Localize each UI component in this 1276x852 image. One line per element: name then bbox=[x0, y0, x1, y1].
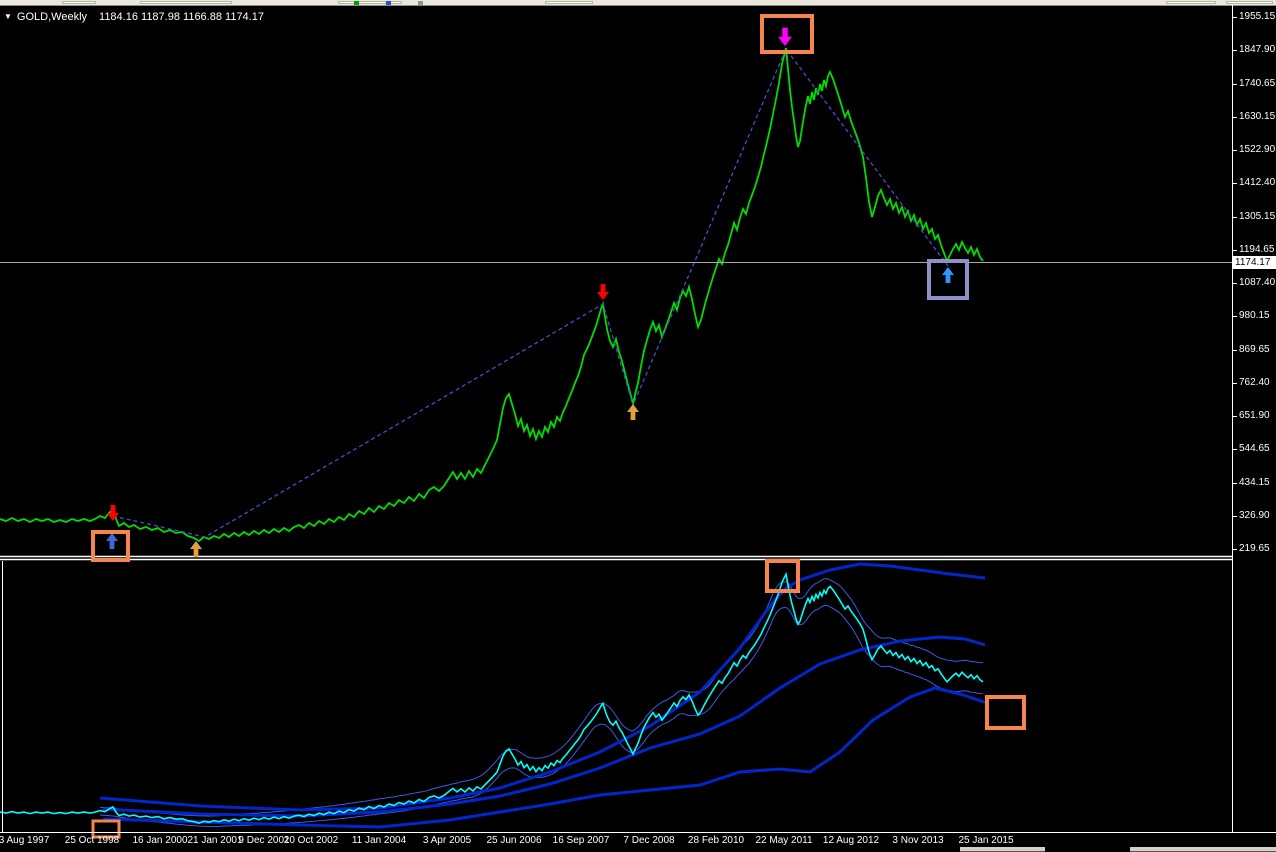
price-axis-tick bbox=[1233, 515, 1237, 517]
price-axis-tick bbox=[1233, 150, 1237, 151]
price-axis-label: 1087.40 bbox=[1239, 277, 1276, 288]
time-axis-label: 22 May 2011 bbox=[755, 835, 813, 846]
price-axis-label: 651.90 bbox=[1239, 410, 1270, 421]
time-axis-label: 12 Aug 2012 bbox=[822, 835, 880, 846]
price-axis-label: 219.65 bbox=[1239, 543, 1270, 554]
price-axis-label: 1194.65 bbox=[1239, 243, 1275, 255]
highlight-box-top-2011[interactable] bbox=[760, 14, 814, 54]
price-axis-label: 326.90 bbox=[1239, 509, 1270, 521]
highlight-box-time-axis[interactable] bbox=[91, 819, 121, 839]
toolbar-control-fragment[interactable] bbox=[1226, 1, 1273, 4]
time-axis-label: 16 Sep 2007 bbox=[552, 835, 610, 846]
indicator-slow-line-1 bbox=[99, 562, 986, 812]
current-price-tag: 1174.17 bbox=[1233, 256, 1276, 269]
price-axis-label: 1305.15 bbox=[1239, 210, 1276, 222]
chart-title: ▼ GOLD,Weekly 1184.16 1187.98 1166.88 1174… bbox=[4, 11, 264, 23]
time-axis-label: 9 Dec 2001 bbox=[238, 835, 290, 846]
highlight-box-bottom-1998[interactable] bbox=[91, 530, 130, 562]
sell-arrow-2008-icon[interactable] bbox=[597, 284, 609, 300]
price-axis-tick bbox=[1233, 83, 1237, 85]
window-edge-segment bbox=[960, 847, 1045, 852]
price-axis-label: 434.15 bbox=[1239, 476, 1270, 488]
indicator-slow-line-2 bbox=[102, 635, 986, 818]
price-axis-label: 544.65 bbox=[1239, 443, 1270, 455]
chart-ohlc-values: 1184.16 1187.98 1166.88 1174.17 bbox=[99, 11, 264, 23]
fractal-up-arrow-2001-icon[interactable] bbox=[190, 541, 202, 557]
price-axis-tick bbox=[1233, 50, 1237, 52]
time-axis-separator-line bbox=[0, 832, 1276, 833]
price-axis-label: 980.15 bbox=[1239, 310, 1270, 322]
price-axis-label: 869.65 bbox=[1239, 343, 1270, 355]
time-axis-label: 11 Jan 2004 bbox=[351, 835, 407, 846]
price-axis-tick bbox=[1233, 482, 1237, 484]
toolbar-icon[interactable] bbox=[386, 1, 391, 5]
price-axis-tick bbox=[1233, 549, 1237, 550]
time-axis-label: 25 Jun 2006 bbox=[486, 835, 542, 846]
window-edge-segment bbox=[1130, 847, 1276, 852]
time-axis-label: 28 Feb 2010 bbox=[687, 835, 745, 846]
price-axis-label: 1412.40 bbox=[1239, 177, 1276, 189]
price-axis-label: 1630.15 bbox=[1239, 110, 1276, 122]
highlight-box-2014-entry[interactable] bbox=[927, 259, 969, 300]
collapse-triangle-icon[interactable]: ▼ bbox=[4, 12, 12, 21]
indicator-fast-line bbox=[0, 571, 984, 825]
zigzag-indicator-line bbox=[112, 47, 949, 538]
time-axis-label: 3 Nov 2013 bbox=[892, 835, 944, 846]
highlight-box-indicator-right[interactable] bbox=[985, 695, 1026, 730]
indicator-slow-line-3 bbox=[102, 686, 988, 829]
indicator-panel-left-border bbox=[2, 561, 3, 832]
price-axis-label: 1847.90 bbox=[1239, 44, 1276, 56]
price-axis-tick bbox=[1233, 249, 1237, 251]
window-bottom-edge bbox=[0, 847, 1276, 852]
price-axis-separator-line bbox=[1232, 5, 1233, 833]
indicator-lower-band bbox=[99, 605, 984, 828]
indicator-upper-band bbox=[99, 578, 984, 817]
highlight-box-indicator-top[interactable] bbox=[765, 559, 800, 593]
time-axis-label: 16 Jan 2000 bbox=[132, 835, 188, 846]
price-axis-label: 1740.65 bbox=[1239, 77, 1276, 89]
time-axis-label: 20 Oct 2002 bbox=[283, 835, 339, 846]
buy-arrow-1998-icon[interactable] bbox=[106, 533, 118, 549]
sell-arrow-2011-icon[interactable] bbox=[778, 27, 792, 46]
price-axis-tick bbox=[1233, 183, 1237, 185]
price-series-line bbox=[0, 47, 984, 543]
price-axis-tick bbox=[1233, 17, 1237, 18]
time-axis-label: 25 Oct 1998 bbox=[64, 835, 120, 846]
time-axis-label: 25 Jan 2015 bbox=[958, 835, 1014, 846]
toolbar-strip[interactable] bbox=[0, 0, 1276, 6]
price-axis-tick bbox=[1233, 116, 1237, 118]
price-axis[interactable]: 1955.15 1847.90 1740.65 1630.15 1522.90 1412.… bbox=[1233, 5, 1276, 833]
price-axis-tick bbox=[1233, 283, 1237, 284]
buy-arrow-2014-icon[interactable] bbox=[942, 267, 954, 283]
sell-arrow-1999-icon[interactable] bbox=[107, 505, 119, 521]
price-axis-tick bbox=[1233, 216, 1237, 218]
price-axis-label: 1955.15 bbox=[1239, 11, 1276, 22]
time-axis-label: 7 Dec 2008 bbox=[623, 835, 675, 846]
time-axis-label: 21 Jan 2001 bbox=[187, 835, 243, 846]
price-axis-tick bbox=[1233, 349, 1237, 351]
time-axis-label: 3 Aug 1997 bbox=[0, 835, 50, 846]
chart-symbol-period: GOLD,Weekly bbox=[16, 11, 88, 23]
toolbar-control-fragment[interactable] bbox=[62, 1, 96, 4]
fractal-up-arrow-2008-icon[interactable] bbox=[627, 404, 639, 420]
price-axis-tick bbox=[1233, 416, 1237, 417]
toolbar-control-fragment[interactable] bbox=[1166, 1, 1216, 4]
price-axis-label: 762.40 bbox=[1239, 376, 1270, 388]
price-axis-tick bbox=[1233, 382, 1237, 384]
toolbar-control-fragment[interactable] bbox=[140, 1, 232, 4]
price-axis-tick bbox=[1233, 449, 1237, 451]
price-axis-tick bbox=[1233, 316, 1237, 318]
toolbar-control-fragment[interactable] bbox=[545, 1, 593, 4]
price-axis-label: 1522.90 bbox=[1239, 144, 1276, 155]
toolbar-icon[interactable] bbox=[418, 1, 423, 5]
time-axis[interactable]: 3 Aug 1997 25 Oct 1998 16 Jan 2000 21 Jan 2… bbox=[0, 833, 1276, 847]
toolbar-icon[interactable] bbox=[354, 1, 359, 5]
toolbar-control-fragment[interactable] bbox=[338, 1, 402, 4]
time-axis-label: 3 Apr 2005 bbox=[422, 835, 472, 846]
